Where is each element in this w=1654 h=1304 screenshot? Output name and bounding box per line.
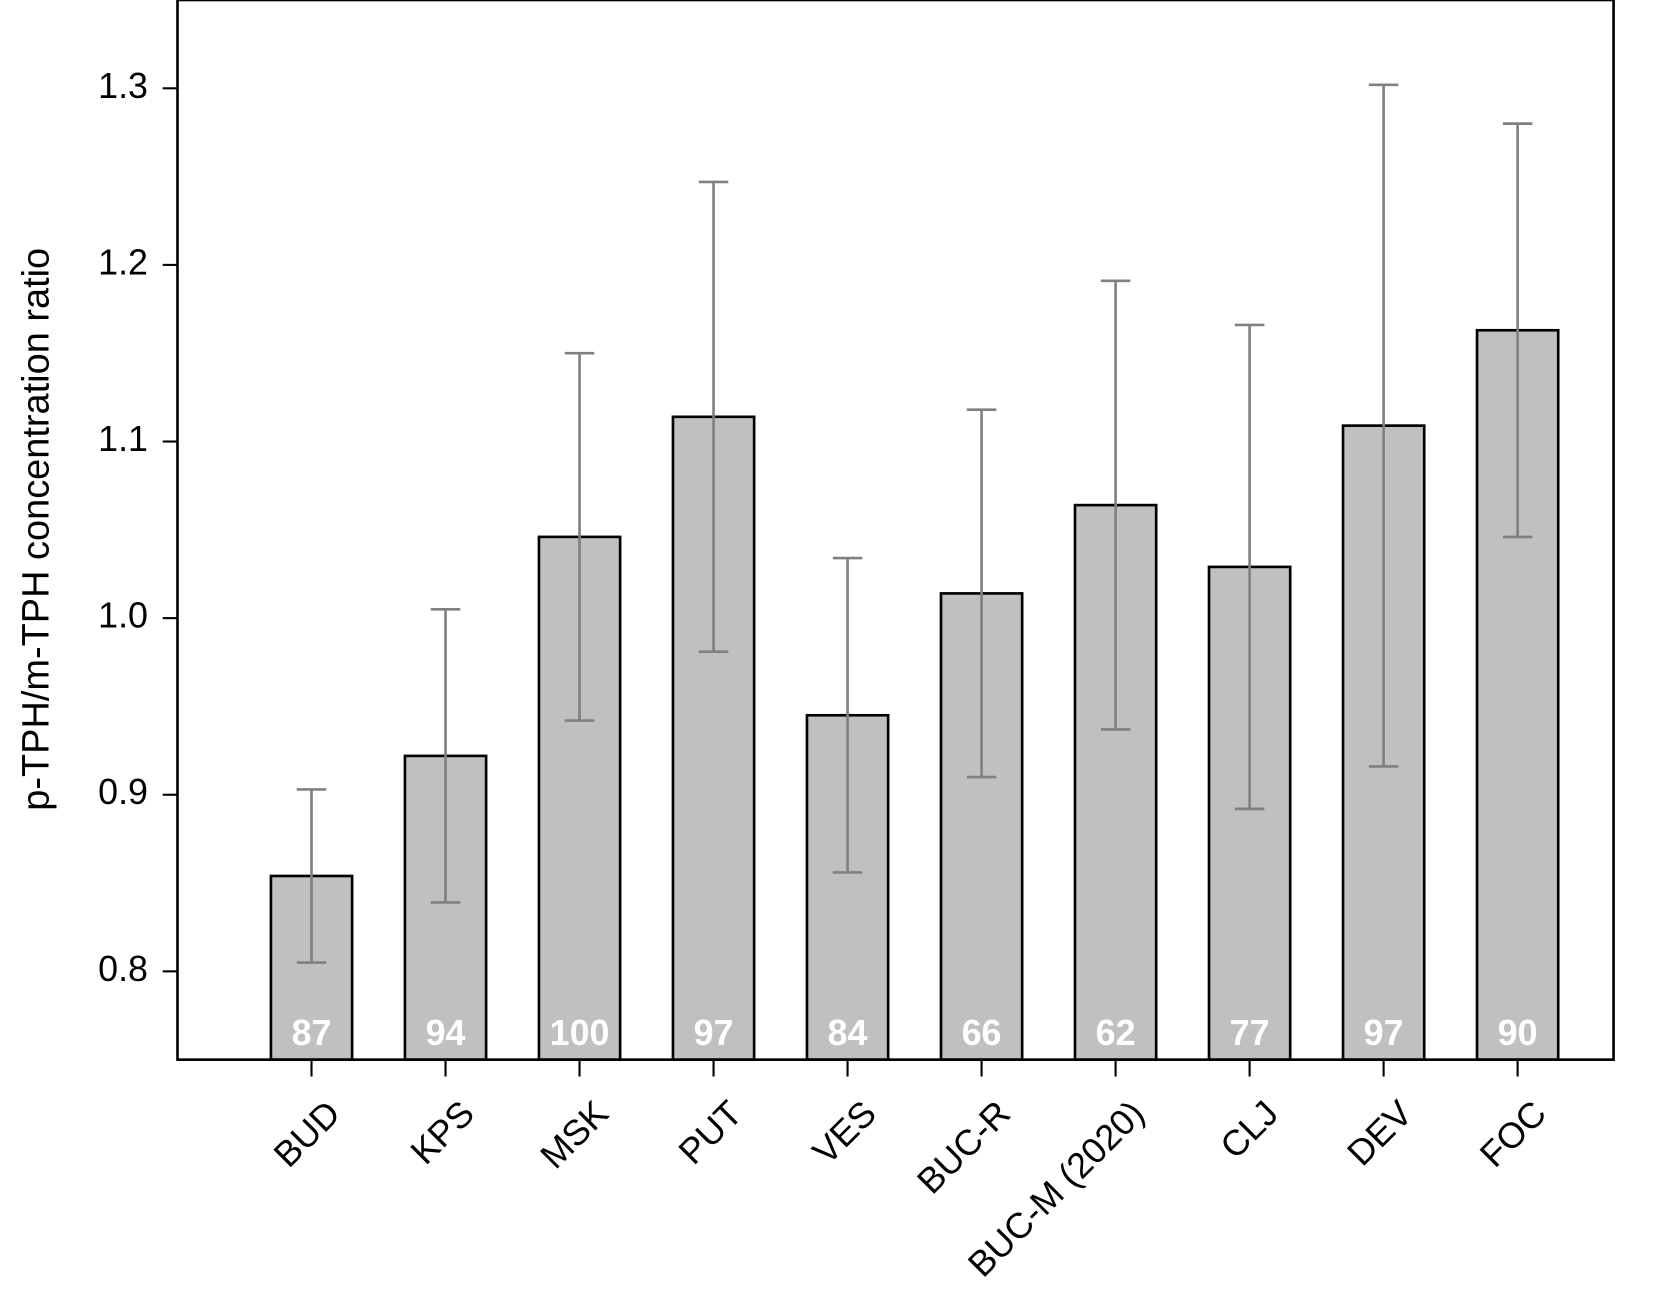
bar-label: 97 bbox=[1364, 1013, 1404, 1053]
x-tick-label: BUD bbox=[266, 1093, 348, 1175]
y-tick-label: 0.8 bbox=[98, 949, 148, 989]
bar-label: 90 bbox=[1498, 1013, 1538, 1053]
x-tick-label: KPS bbox=[403, 1093, 482, 1172]
x-tick-label: VES bbox=[805, 1093, 884, 1172]
x-tick-label: CLJ bbox=[1213, 1093, 1286, 1166]
x-tick-label: DEV bbox=[1340, 1093, 1420, 1173]
bar-label: 94 bbox=[426, 1013, 466, 1053]
x-tick-label: PUT bbox=[671, 1093, 750, 1172]
bar-label: 66 bbox=[962, 1013, 1002, 1053]
x-tick-label: MSK bbox=[533, 1093, 616, 1176]
bar-label: 84 bbox=[828, 1013, 868, 1053]
x-tick-label: FOC bbox=[1472, 1093, 1554, 1175]
bar-label: 100 bbox=[550, 1013, 610, 1053]
y-tick-label: 1.3 bbox=[98, 66, 148, 106]
bar-label: 77 bbox=[1230, 1013, 1270, 1053]
bar-label: 87 bbox=[292, 1013, 332, 1053]
bar-label: 97 bbox=[694, 1013, 734, 1053]
y-axis-label: p-TPH/m-TPH concentration ratio bbox=[15, 248, 57, 811]
bar-label: 62 bbox=[1096, 1013, 1136, 1053]
y-tick-label: 1.2 bbox=[98, 242, 148, 282]
x-tick-label: BUC-R bbox=[909, 1093, 1018, 1202]
y-tick-label: 0.9 bbox=[98, 772, 148, 812]
y-tick-label: 1.1 bbox=[98, 419, 148, 459]
plot-frame bbox=[176, 0, 1615, 1061]
y-tick-label: 1.0 bbox=[98, 596, 148, 636]
